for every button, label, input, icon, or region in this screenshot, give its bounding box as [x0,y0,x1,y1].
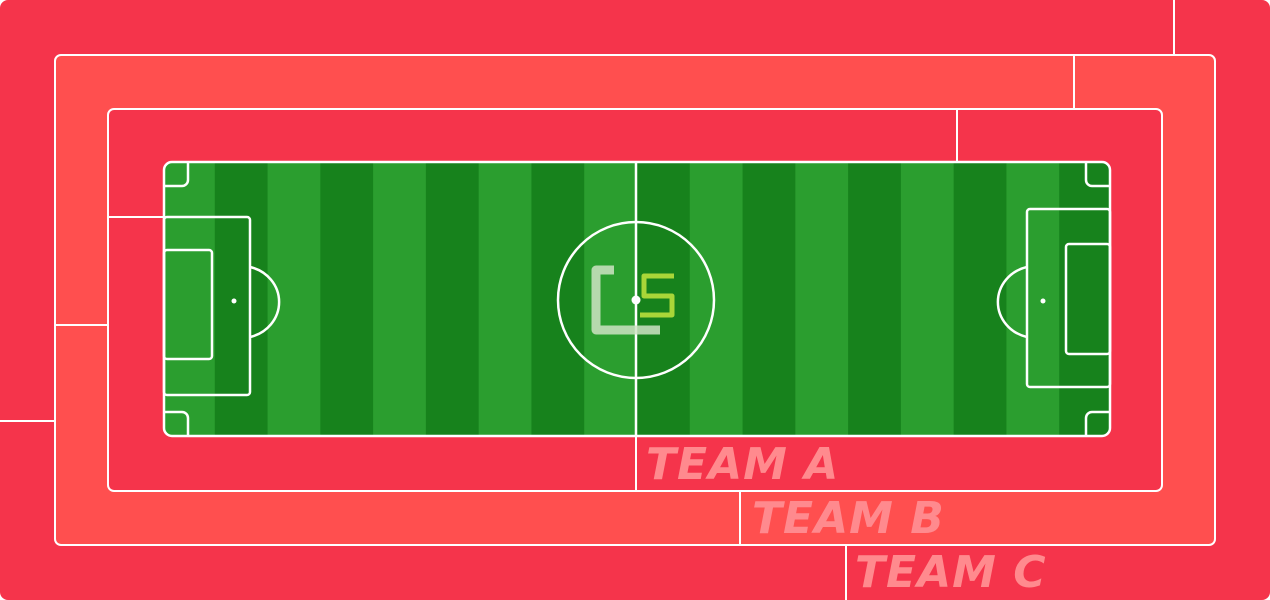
grass-stripes [164,162,1110,436]
divider-line [55,324,108,326]
grass-stripe [1006,162,1060,436]
grass-stripe [637,162,691,436]
grass-stripe [1059,162,1110,436]
penalty-arc-right [996,265,1028,339]
divider-line [739,491,741,546]
divider-line [956,109,958,162]
team-a-label: TEAM A [646,439,840,490]
corner-arc [164,162,190,188]
center-logo-icon [591,265,675,335]
penalty-spot-right [1040,298,1046,304]
grass-stripe [214,162,269,436]
grass-stripe [900,162,955,436]
grass-stripe [164,162,216,436]
divider-line [1173,0,1175,55]
penalty-spot-left [231,298,237,304]
corner-arc [1084,162,1110,188]
team-b-label: TEAM B [752,493,945,544]
grass-stripe [373,162,427,436]
goal-area-right [1064,242,1112,356]
corner-arc [1084,410,1110,436]
grass-stripe [795,162,849,436]
divider-line [635,437,637,492]
divider-line [108,216,164,218]
goal-area-left [162,248,214,361]
divider-line [845,545,847,600]
grass-stripe [478,162,533,436]
penalty-arc-left [249,265,281,339]
team-c-label: TEAM C [855,547,1047,598]
grass-stripe [320,162,374,436]
grass-stripe [425,162,480,436]
divider-line [1073,55,1075,109]
divider-line [0,420,55,422]
grass-stripe [689,162,744,436]
grass-stripe [848,162,902,436]
corner-arc [164,410,190,436]
center-spot [631,295,641,305]
grass-stripe [742,162,796,436]
field-markings [162,160,1112,438]
center-circle [556,220,716,380]
soccer-field[interactable] [162,160,1112,438]
grass-stripe [267,162,321,436]
